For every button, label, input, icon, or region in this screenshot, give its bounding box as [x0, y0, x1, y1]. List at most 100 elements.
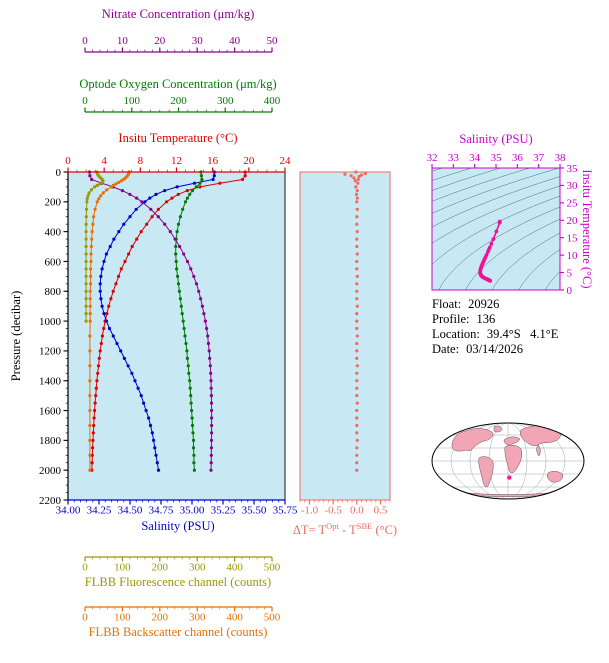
ts-salinity-axis-title: Salinity (PSU)	[459, 132, 533, 146]
temperature-tick-label: 4	[101, 155, 107, 167]
temperature-tick-label: 16	[207, 155, 219, 167]
temperature-tick-label: 0	[65, 155, 71, 167]
oxygen-tick-label: 400	[264, 95, 281, 107]
series-oxygen	[174, 170, 204, 472]
pressure-tick-label: 1600	[39, 405, 62, 417]
oxygen-tick-label: 100	[124, 95, 141, 107]
ts-temperature-axis-title: Insitu Temperature (°C)	[580, 169, 594, 289]
salinity-tick-label: 34.50	[118, 505, 143, 517]
series-backscatter	[88, 170, 131, 472]
float-location-marker	[507, 475, 512, 480]
ts-salinity-tick-label: 35	[491, 152, 503, 164]
nitrate-tick-label: 50	[267, 35, 279, 47]
ts-salinity-tick-label: 32	[427, 152, 438, 164]
oxygen-tick-label: 300	[217, 95, 234, 107]
series-temperature	[90, 170, 247, 472]
fluorescence-axis-title: FLBB Fluorescence channel (counts)	[84, 575, 272, 589]
float-info-line: Location: 39.4°S 4.1°E	[432, 327, 559, 341]
delta-t-tick-label: 0.0	[350, 505, 364, 517]
ts-salinity-tick-label: 36	[512, 152, 524, 164]
sigma-theta-contours	[432, 168, 560, 290]
salinity-tick-label: 34.75	[149, 505, 174, 517]
oxygen-tick-label: 0	[82, 95, 88, 107]
salinity-axis: 34.00 34.25 34.50 34.75 35.00 35.25 35.50 35.75	[56, 499, 298, 517]
backscatter-tick-label: 200	[152, 612, 169, 624]
fluorescence-tick-label: 200	[152, 562, 169, 574]
salinity-tick-label: 35.50	[242, 505, 267, 517]
pressure-tick-label: 1000	[39, 316, 62, 328]
world-land	[445, 425, 571, 497]
fluorescence-tick-label: 500	[264, 562, 281, 574]
pressure-tick-label: 800	[45, 286, 62, 298]
ts-temperature-tick-label: 20	[567, 215, 579, 227]
temperature-axis-title: Insitu Temperature (°C)	[118, 131, 238, 145]
pressure-axis: 0 200 400 600 800 1000 1200 1400 1600 1800 2000 220…	[39, 167, 69, 507]
oxygen-axis-title: Optode Oxygen Concentration (μm/kg)	[79, 77, 277, 91]
oxygen-axis: 0 100 200 300 400	[82, 95, 281, 113]
backscatter-tick-label: 100	[114, 612, 131, 624]
ts-salinity-tick-label: 37	[533, 152, 545, 164]
pressure-axis-title: Pressure (decibar)	[9, 290, 23, 382]
oxygen-tick-label: 200	[170, 95, 187, 107]
pressure-tick-label: 2200	[39, 495, 62, 507]
main-plot-area	[68, 172, 285, 500]
ts-temperature-tick-label: 5	[567, 267, 573, 279]
nitrate-tick-label: 10	[117, 35, 129, 47]
backscatter-tick-label: 500	[264, 612, 281, 624]
ts-temperature-tick-label: 25	[567, 198, 579, 210]
ts-salinity-tick-label: 38	[555, 152, 567, 164]
nitrate-tick-label: 20	[154, 35, 166, 47]
backscatter-tick-label: 0	[82, 612, 88, 624]
ts-temperature-tick-label: 10	[567, 250, 579, 262]
ts-salinity-tick-label: 33	[448, 152, 460, 164]
delta-t-panel: -1.0 -0.5 0.0 0.5	[299, 170, 391, 517]
pressure-tick-label: 1800	[39, 435, 62, 447]
backscatter-axis-title: FLBB Backscatter channel (counts)	[88, 625, 268, 639]
ts-salinity-tick-label: 34	[469, 152, 481, 164]
float-info: Float: 20926 Profile: 136 Location: 39.4°S …	[432, 297, 558, 357]
fluorescence-tick-label: 300	[189, 562, 206, 574]
ts-temperature-tick-label: 15	[567, 233, 579, 245]
salinity-axis-title: Salinity (PSU)	[141, 519, 215, 533]
ts-temperature-tick-label: 30	[567, 180, 579, 192]
fluorescence-tick-label: 0	[82, 562, 88, 574]
pressure-tick-label: 200	[45, 197, 62, 209]
delta-t-tick-label: 0.5	[374, 505, 388, 517]
ts-panel: 32 33 34 35 36 37 38 0 5 10 15 20 25 30 35	[427, 152, 579, 297]
pressure-tick-label: 0	[56, 167, 62, 179]
temperature-tick-label: 8	[138, 155, 144, 167]
salinity-tick-label: 35.25	[211, 505, 236, 517]
nitrate-tick-label: 40	[229, 35, 241, 47]
temperature-tick-label: 20	[243, 155, 255, 167]
ts-temperature-tick-label: 35	[567, 163, 579, 175]
map-outline	[431, 422, 585, 500]
nitrate-tick-label: 30	[192, 35, 204, 47]
nitrate-axis-title: Nitrate Concentration (μm/kg)	[101, 7, 255, 21]
pressure-tick-label: 600	[45, 256, 62, 268]
temperature-tick-label: 12	[171, 155, 182, 167]
pressure-tick-label: 1400	[39, 376, 62, 388]
fluorescence-axis: 0 100 200 300 400 500	[82, 556, 281, 574]
delta-t-axis-title: ΔT= TOpt - TSBE (°C)	[292, 521, 398, 538]
series-fluorescence	[84, 170, 105, 323]
backscatter-tick-label: 300	[189, 612, 206, 624]
ts-temperature-tick-label: 0	[567, 285, 573, 297]
fluorescence-tick-label: 400	[226, 562, 243, 574]
float-info-line: Date: 03/14/2026	[432, 342, 524, 356]
backscatter-tick-label: 400	[226, 612, 243, 624]
temperature-axis: 0 4 8 12 16 20 24	[65, 155, 292, 173]
salinity-tick-label: 34.25	[87, 505, 112, 517]
world-map	[431, 422, 585, 500]
salinity-tick-label: 35.00	[180, 505, 205, 517]
delta-t-tick-label: -1.0	[301, 505, 319, 517]
backscatter-axis: 0 100 200 300 400 500	[82, 606, 281, 624]
temperature-tick-label: 24	[280, 155, 292, 167]
nitrate-axis: 0 10 20 30 40 50	[82, 35, 279, 53]
series-salinity	[98, 170, 216, 472]
float-info-line: Float: 20926	[432, 297, 500, 311]
salinity-tick-label: 35.75	[273, 505, 298, 517]
fluorescence-tick-label: 100	[114, 562, 131, 574]
nitrate-tick-label: 0	[82, 35, 88, 47]
